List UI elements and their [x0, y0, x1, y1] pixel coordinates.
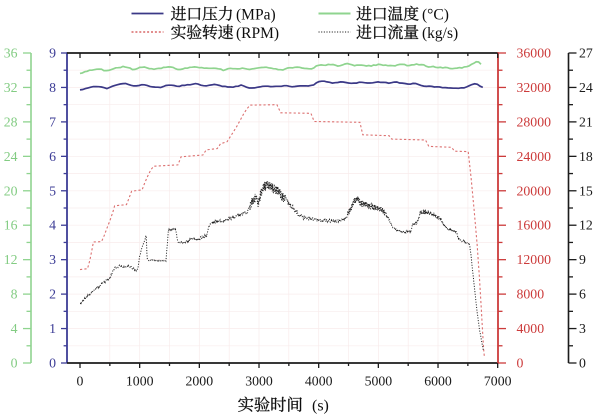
svg-text:5000: 5000: [365, 374, 393, 389]
svg-text:0: 0: [49, 356, 56, 371]
svg-text:6000: 6000: [424, 374, 452, 389]
svg-text:9: 9: [579, 252, 586, 267]
svg-text:28: 28: [4, 114, 18, 129]
svg-text:6: 6: [49, 149, 56, 164]
svg-text:32000: 32000: [517, 80, 552, 95]
svg-text:12: 12: [579, 218, 593, 233]
svg-text:8000: 8000: [517, 287, 545, 302]
svg-text:1000: 1000: [126, 374, 154, 389]
svg-text:0: 0: [11, 356, 18, 371]
svg-text:5: 5: [49, 183, 56, 198]
svg-text:4000: 4000: [517, 321, 545, 336]
svg-text:1: 1: [49, 321, 56, 336]
svg-text:6: 6: [579, 287, 586, 302]
svg-text:27: 27: [579, 46, 593, 61]
svg-text:(°C): (°C): [422, 7, 449, 24]
svg-text:0: 0: [579, 356, 586, 371]
svg-text:4: 4: [11, 321, 18, 336]
svg-text:32: 32: [4, 80, 18, 95]
svg-text:2000: 2000: [186, 374, 214, 389]
svg-text:2: 2: [49, 287, 56, 302]
svg-text:3: 3: [579, 321, 586, 336]
svg-text:3000: 3000: [245, 374, 273, 389]
svg-text:(s): (s): [312, 398, 329, 415]
svg-text:24: 24: [4, 149, 18, 164]
svg-text:0: 0: [77, 374, 84, 389]
svg-text:24: 24: [579, 80, 593, 95]
svg-text:16000: 16000: [517, 218, 552, 233]
svg-text:9: 9: [49, 46, 56, 61]
svg-text:15: 15: [579, 183, 593, 198]
svg-text:(RPM): (RPM): [236, 25, 279, 42]
svg-text:21: 21: [579, 114, 593, 129]
svg-text:8: 8: [11, 287, 18, 302]
svg-text:12000: 12000: [517, 252, 552, 267]
svg-text:8: 8: [49, 80, 56, 95]
svg-text:4: 4: [49, 218, 56, 233]
svg-text:3: 3: [49, 252, 56, 267]
svg-text:20: 20: [4, 183, 18, 198]
svg-text:20000: 20000: [517, 183, 552, 198]
svg-text:36000: 36000: [517, 46, 552, 61]
svg-text:28000: 28000: [517, 114, 552, 129]
svg-text:16: 16: [4, 218, 18, 233]
svg-text:7: 7: [49, 114, 56, 129]
svg-text:7000: 7000: [484, 374, 512, 389]
svg-text:36: 36: [4, 46, 18, 61]
svg-text:4000: 4000: [305, 374, 333, 389]
svg-text:18: 18: [579, 149, 593, 164]
svg-text:12: 12: [4, 252, 18, 267]
svg-text:(kg/s): (kg/s): [422, 25, 458, 42]
svg-text:24000: 24000: [517, 149, 552, 164]
svg-text:(MPa): (MPa): [236, 7, 276, 24]
svg-text:0: 0: [517, 356, 524, 371]
